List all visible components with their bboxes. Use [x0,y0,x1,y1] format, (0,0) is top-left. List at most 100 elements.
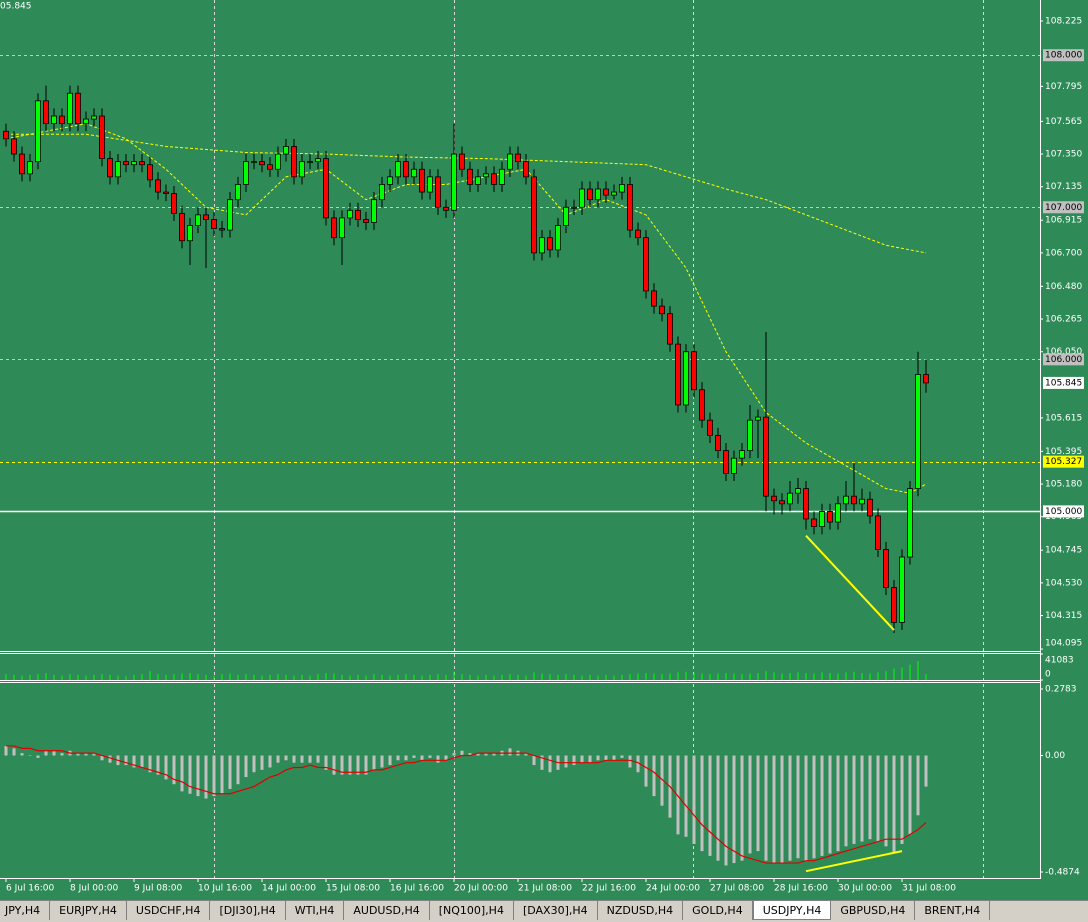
macd-bar [84,753,88,756]
symbol-tab[interactable]: BRENT,H4 [915,901,991,920]
symbol-tab[interactable]: GBPUSD,H4 [831,901,916,920]
candle-body [763,416,769,497]
macd-bar [196,755,200,797]
macd-bar [140,755,144,768]
symbol-tab[interactable]: GOLD,H4 [683,901,753,920]
macd-bar [300,755,304,763]
symbol-tab[interactable]: [NQ100],H4 [430,901,514,920]
macd-bar [652,755,656,797]
candle-body [155,179,161,193]
x-tick-label: 24 Jul 00:00 [646,884,700,894]
separator [0,680,1040,681]
candle-body [163,191,169,194]
candle-body [355,209,361,220]
symbol-tabs: JPY,H4 EURJPY,H4 USDCHF,H4 [DJI30],H4 WTI,H4… [0,900,1088,922]
macd-bar [756,755,760,852]
macd-bar [764,755,768,861]
macd-bar [908,755,912,835]
symbol-tab[interactable]: NZDUSD,H4 [598,901,684,920]
macd-bar [580,755,584,763]
candle-body [475,176,481,185]
moving-average [6,133,927,254]
candle-body [203,214,209,220]
panel-separators [0,0,1041,879]
candle-body [195,214,201,226]
candle-body [3,130,9,140]
macd-bar [444,755,448,761]
candle-body [483,173,489,178]
candle-body [627,184,633,231]
macd-signal-line [6,745,927,864]
candle-body [651,290,657,307]
candle-body [331,217,337,239]
symbol-tab[interactable]: WTI,H4 [286,901,345,920]
candle-body [563,206,569,226]
candle-body [579,188,585,208]
macd-bar [340,755,344,775]
y-tick-label: 106.265 [1045,315,1082,325]
y-tick-label: 107.795 [1045,82,1082,92]
price-level-box [1043,201,1084,214]
y-tick-label: 41083 [1045,656,1074,666]
candle-body [859,498,865,505]
y-tick-label: 106.700 [1045,248,1082,258]
candle-body [243,161,249,185]
candle-body [603,188,609,196]
candle-body [659,305,665,315]
symbol-tab[interactable]: USDCHF,H4 [127,901,211,920]
price-axis-line [1040,0,1041,879]
macd-bar [60,753,64,756]
y-tick-label: 107.135 [1045,182,1082,192]
macd-bar [876,755,880,842]
candle-body [787,492,793,505]
corner-price: 05.845 [0,2,32,12]
candle-body [731,457,737,474]
macd-bar [836,755,840,852]
macd-bar [588,755,592,763]
macd-bar [316,755,320,763]
candle-body [547,237,553,251]
y-tick-label: 107.350 [1045,150,1082,160]
candle-body [883,549,889,588]
macd-bar [700,755,704,852]
candle-body [75,92,81,125]
macd-bar [364,755,368,775]
candle-body [499,168,505,185]
candle-body [819,511,825,528]
macd-bar [220,755,224,794]
symbol-tab[interactable]: [DJI30],H4 [210,901,286,920]
candle-body [451,153,457,211]
macd-bar [844,755,848,847]
macd-bar [100,755,104,761]
candle-body [723,450,729,474]
candle-body [267,164,273,170]
candle-body [235,184,241,201]
macd-bar [532,755,536,766]
symbol-tab[interactable]: EURJPY,H4 [50,901,127,920]
macd-bar [212,755,216,797]
price-level-label: 108.000 [1045,51,1082,61]
candle-body [835,503,841,523]
symbol-tab[interactable]: JPY,H4 [0,901,51,920]
candle-body [227,199,233,231]
x-tick-label: 28 Jul 16:00 [774,884,828,894]
macd-bar [236,755,240,785]
macd-bar [892,755,896,854]
symbol-tab[interactable]: AUDUSD,H4 [344,901,430,920]
y-tick-label: 105.180 [1045,480,1082,490]
macd-bar [204,755,208,799]
macd-bar [228,755,232,789]
symbol-tab[interactable]: USDJPY,H4 [752,901,832,920]
x-tick-label: 30 Jul 00:00 [838,884,892,894]
candle-body [147,164,153,181]
candle-body [11,138,17,155]
candle-body [459,153,465,170]
symbol-tab[interactable]: [DAX30],H4 [514,901,598,920]
macd-bar [740,755,744,861]
candle-body [35,100,41,163]
macd-bar [852,755,856,844]
candle-body [891,587,897,623]
candle-body [51,115,57,125]
macd-bar [508,748,512,756]
candle-body [403,161,409,178]
